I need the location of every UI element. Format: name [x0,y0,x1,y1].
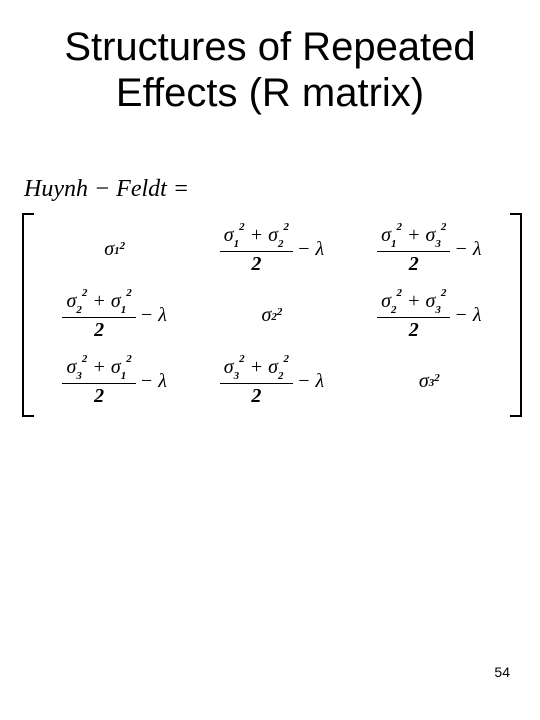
cell-11: σ12 [42,219,187,279]
equation-label: Huynh − Feldt = [24,176,522,203]
cell-23: σ22 + σ32 2 − λ [357,285,502,345]
cell-21: σ22 + σ12 2 − λ [42,285,187,345]
cell-22: σ22 [199,285,344,345]
matrix-grid: σ12 σ12 + σ22 2 − λ [34,213,510,417]
slide-title: Structures of Repeated Effects (R matrix… [18,24,522,116]
title-line-1: Structures of Repeated [64,25,475,69]
page-number: 54 [494,664,510,680]
matrix: σ12 σ12 + σ22 2 − λ [22,213,522,417]
slide: Structures of Repeated Effects (R matrix… [0,0,540,720]
cell-31: σ32 + σ12 2 − λ [42,351,187,411]
cell-32: σ32 + σ22 2 − λ [199,351,344,411]
right-bracket [510,213,522,417]
left-bracket [22,213,34,417]
cell-33: σ32 [357,351,502,411]
cell-12: σ12 + σ22 2 − λ [199,219,344,279]
title-line-2: Effects (R matrix) [116,71,424,115]
cell-13: σ12 + σ32 2 − λ [357,219,502,279]
